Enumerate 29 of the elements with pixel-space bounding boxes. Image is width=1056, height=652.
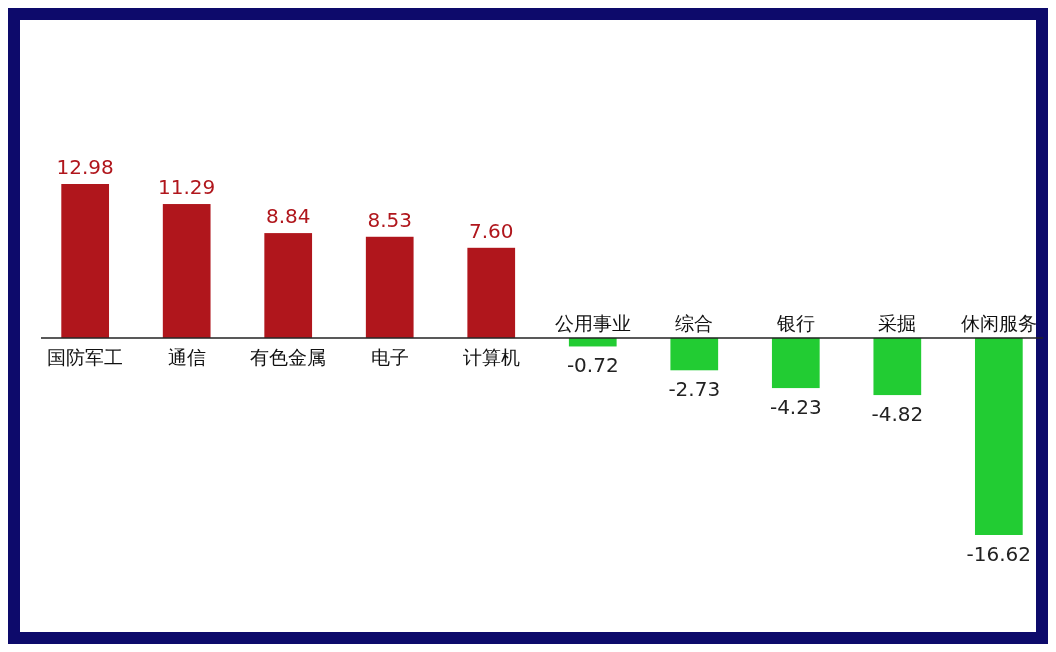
data-label: -0.72 — [566, 353, 619, 378]
data-label: -2.73 — [668, 377, 721, 402]
data-label: -4.23 — [769, 395, 822, 420]
bar — [61, 184, 110, 338]
x-tick-label: 休闲服务 — [960, 311, 1037, 334]
data-label: 11.29 — [158, 175, 216, 200]
bar — [467, 247, 516, 338]
x-tick-label: 电子 — [370, 345, 409, 368]
x-tick-label: 综合 — [675, 311, 714, 334]
data-label: 12.98 — [56, 155, 114, 179]
data-label: 8.84 — [265, 204, 311, 229]
x-tick-label: 采掘 — [878, 311, 917, 334]
bar — [771, 337, 820, 389]
x-tick-label: 有色金属 — [250, 345, 327, 368]
data-label: -16.62 — [966, 542, 1032, 566]
x-tick-label: 银行 — [775, 311, 815, 334]
data-label: -4.82 — [871, 402, 924, 427]
x-tick-label: 公用事业 — [554, 311, 631, 334]
bar — [873, 337, 922, 396]
bar — [670, 337, 719, 371]
x-tick-label: 计算机 — [462, 345, 520, 368]
data-label: 8.53 — [367, 207, 412, 232]
bar — [974, 337, 1023, 535]
bar — [162, 204, 211, 338]
bar — [264, 233, 313, 338]
x-tick-label: 国防军工 — [47, 345, 124, 368]
bar — [365, 236, 414, 338]
data-label: 7.60 — [468, 218, 514, 243]
x-tick-label: 通信 — [167, 345, 206, 368]
